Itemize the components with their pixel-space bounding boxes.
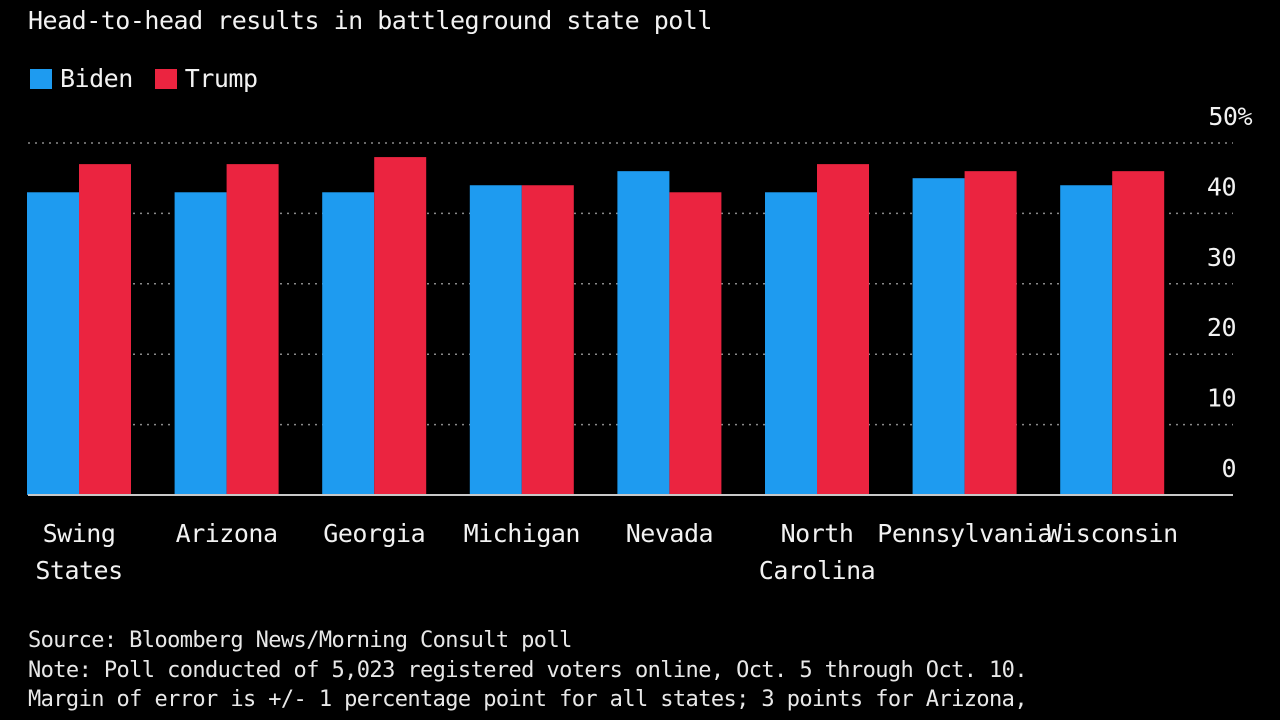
bar-trump [521,185,574,496]
legend-swatch-biden [30,68,52,89]
x-tick-label: North Carolina [759,519,875,585]
x-tick-label: Wisconsin [1047,519,1178,548]
chart-subtitle: Head-to-head results in battleground sta… [28,6,712,35]
bar-trump [1112,171,1165,495]
bar-biden [469,185,522,496]
x-tick-label: Nevada [626,519,713,548]
bar-biden [174,192,227,495]
chart-footer: Source: Bloomberg News/Morning Consult p… [28,626,1028,715]
legend-label-biden: Biden [60,64,133,93]
source-note: Source: Bloomberg News/Morning Consult p… [28,628,572,653]
poll-note: Note: Poll conducted of 5,023 registered… [28,657,1028,683]
bar-biden [912,178,965,495]
x-tick-label: Georgia [323,519,425,548]
bar-trump [374,157,427,495]
bar-chart: Swing States Arizona Georgia Michigan Nevada N… [27,102,1253,585]
legend-item-biden: Biden [30,64,133,93]
legend-label-trump: Trump [184,64,258,93]
x-tick-label: Arizona [176,519,278,548]
bar-trump [669,192,722,495]
bar-trump [79,164,131,495]
bar-biden [322,192,375,495]
bar-biden [765,192,817,495]
y-tick-label: 10 [1207,384,1236,413]
x-tick-label: Michigan [464,519,580,548]
y-tick-label: 0 [1221,454,1236,483]
bar-biden [1060,185,1113,496]
bar-trump [964,171,1017,495]
bar-trump [817,164,869,495]
bar-trump [226,164,279,495]
bar-biden [27,192,79,495]
y-tick-label: 30 [1207,243,1236,272]
legend: Biden Trump [30,64,280,93]
y-tick-label: 20 [1207,313,1236,342]
y-tick-label: 40 [1207,172,1236,201]
margin-note: Margin of error is +/- 1 percentage poin… [28,687,1028,712]
legend-swatch-trump [154,68,177,89]
bar-biden [617,171,670,495]
y-tick-label: 50% [1208,102,1252,131]
x-tick-label: Pennsylvania [877,519,1052,548]
x-tick-label: Swing States [35,519,122,585]
legend-item-trump: Trump [154,64,258,93]
